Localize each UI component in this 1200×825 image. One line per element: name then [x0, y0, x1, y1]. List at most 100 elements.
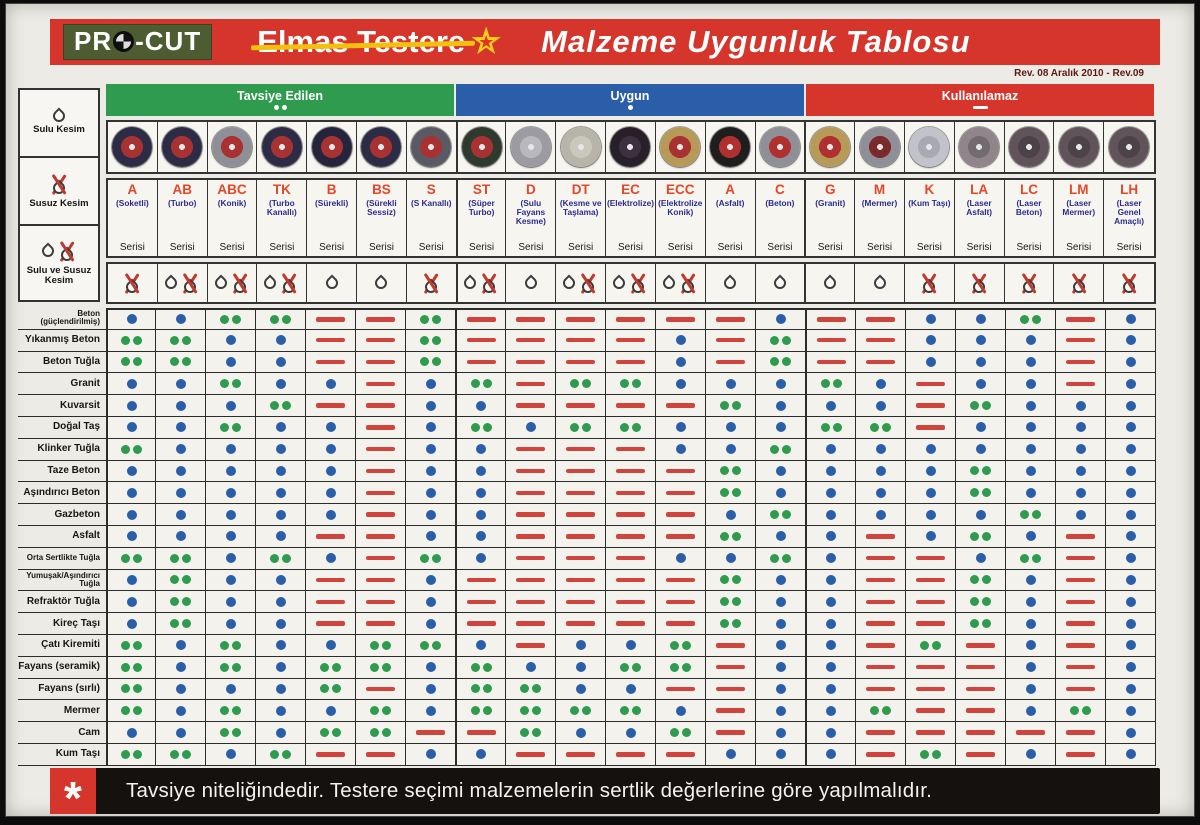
- recommended-mark: [370, 662, 391, 672]
- crossed-water-drop-icon: [180, 272, 200, 295]
- recommended-mark: [720, 575, 741, 585]
- legend-label: Uygun: [610, 89, 650, 104]
- table-cell: [706, 569, 756, 592]
- blade-photo-cell: [407, 122, 457, 172]
- recommended-mark: [121, 640, 142, 650]
- table-cell: [406, 373, 456, 396]
- suitable-mark: [225, 400, 236, 411]
- table-cell: [506, 329, 556, 352]
- water-mode-cell: [108, 264, 158, 302]
- water-mode-cell: [656, 264, 706, 302]
- table-cell: [506, 373, 556, 396]
- suitable-mark: [175, 422, 186, 433]
- suitable-mark: [1025, 662, 1036, 673]
- suitable-mark: [826, 727, 836, 738]
- starburst-icon: ★ ★: [469, 21, 504, 63]
- table-cell: [106, 547, 156, 570]
- table-cell: [656, 395, 706, 417]
- row-label: Gazbeton: [18, 504, 106, 526]
- unusable-mark: [1066, 621, 1095, 626]
- table-cell: [556, 351, 606, 374]
- suitable-mark: [1025, 596, 1036, 607]
- table-cell: [456, 700, 506, 723]
- recommended-mark: [620, 706, 641, 716]
- suitable-mark: [826, 487, 836, 498]
- series-serisi-label: Serisi: [319, 242, 345, 253]
- series-code: BS: [372, 182, 391, 197]
- crossed-water-drop-icon: [230, 272, 250, 295]
- table-cell: [756, 438, 806, 461]
- blade-photo-dt: [560, 127, 601, 167]
- recommended-mark: [170, 749, 191, 759]
- table-cell: [1006, 569, 1056, 592]
- table-cell: [506, 743, 556, 766]
- unusable-mark: [616, 534, 645, 539]
- water-mode-cell: [1104, 264, 1154, 302]
- table-cell: [906, 700, 956, 723]
- table-cell: [256, 700, 306, 723]
- water-dry-icon: [969, 272, 989, 295]
- table-cell: [856, 460, 906, 483]
- table-cell: [256, 569, 306, 592]
- table-cell: [656, 329, 706, 352]
- series-code: B: [326, 182, 337, 197]
- table-cell: [106, 329, 156, 352]
- series-serisi-label: Serisi: [269, 242, 295, 253]
- table-cell: [1056, 525, 1106, 548]
- table-cell: [456, 525, 506, 548]
- unusable-mark: [316, 577, 345, 583]
- table-cell: [456, 678, 506, 701]
- suitable-mark: [575, 662, 586, 673]
- suitable-mark: [126, 400, 137, 411]
- series-name: (Beton): [765, 197, 795, 208]
- series-serisi-label: Serisi: [219, 242, 245, 253]
- crossed-water-drop-icon: [578, 272, 598, 295]
- unusable-mark: [716, 730, 745, 735]
- suitable-mark: [275, 596, 286, 607]
- unusable-mark: [966, 730, 995, 735]
- table-cell: [1006, 460, 1056, 483]
- table-cell: [106, 308, 156, 330]
- water-mode-cell: [905, 264, 955, 302]
- unusable-mark: [616, 468, 645, 474]
- water-drop-icon: [123, 278, 141, 295]
- suitable-mark: [1125, 749, 1136, 760]
- table-cell: [1006, 395, 1056, 417]
- blade-photo-ec: [610, 127, 651, 167]
- water-mode-cell: [357, 264, 407, 302]
- suitable-mark: [275, 356, 286, 367]
- table-cell: [856, 482, 906, 505]
- suitable-mark: [625, 727, 636, 738]
- recommended-mark: [220, 314, 241, 324]
- recommended-mark: [170, 597, 191, 607]
- water-drop-icon: [480, 278, 498, 295]
- water-mode-cell: [257, 264, 308, 302]
- chart-card: PR -CUT Elmas Testere ★ ★ Malzeme Uygunlu…: [5, 3, 1195, 821]
- table-cell: [506, 678, 556, 701]
- table-cell: [156, 700, 206, 723]
- blade-photo-cell: [1104, 122, 1154, 172]
- row-label: Mermer: [18, 700, 106, 723]
- table-cell: [556, 395, 606, 417]
- table-cell: [806, 634, 856, 657]
- unusable-mark: [916, 599, 945, 604]
- table-cell: [856, 504, 906, 526]
- table-cell: [806, 547, 856, 570]
- water-mode-cell: [158, 264, 208, 302]
- suitable-mark: [225, 596, 236, 607]
- suitable-mark: [1075, 509, 1086, 520]
- suitable-mark: [476, 509, 486, 520]
- table-cell: [406, 700, 456, 723]
- table-cell: [956, 438, 1006, 461]
- series-name: (Elektrolize): [606, 197, 655, 208]
- table-cell: [756, 678, 806, 701]
- table-cell: [256, 656, 306, 679]
- water-mode-cell: [855, 264, 905, 302]
- suitable-mark: [925, 531, 936, 542]
- row-label: Çatı Kiremiti: [18, 635, 106, 657]
- suitable-mark: [975, 335, 986, 346]
- table-cell: [706, 329, 756, 352]
- unusable-mark: [566, 317, 595, 322]
- recommended-mark: [970, 597, 991, 607]
- table-cell: [1106, 743, 1156, 766]
